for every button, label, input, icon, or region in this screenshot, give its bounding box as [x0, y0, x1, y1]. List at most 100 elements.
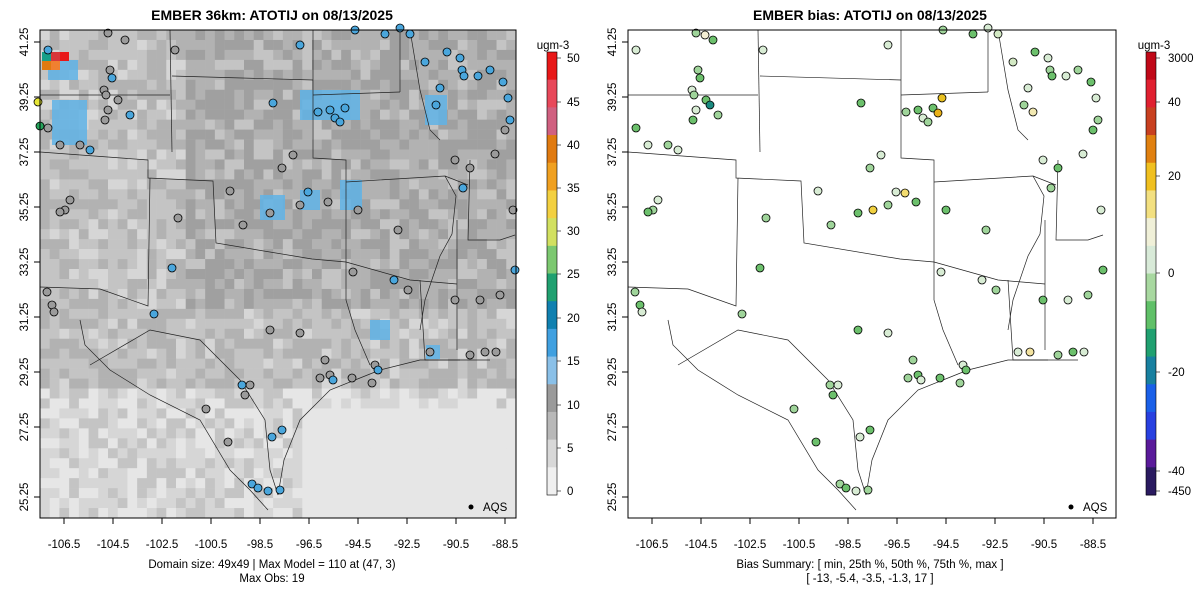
colorbar-swatch [547, 162, 557, 191]
bias-point [826, 220, 836, 230]
colorbar-swatch [547, 356, 557, 385]
observation-point [320, 355, 330, 365]
observation-point [225, 186, 235, 196]
bias-point [911, 197, 921, 207]
left-panel: EMBER 36km: ATOTIJ on 08/13/2025 AQS -10… [19, 7, 580, 585]
observation-point [263, 486, 273, 496]
bias-point [1053, 163, 1063, 173]
right-title: EMBER bias: ATOTIJ on 08/13/2025 [753, 7, 987, 23]
colorbar-tick-label: 25 [567, 269, 580, 281]
bias-point [883, 40, 893, 50]
colorbar-tick-label: -20 [1168, 367, 1185, 379]
observation-point [275, 485, 285, 495]
observation-point [505, 115, 515, 125]
boundary-line [1055, 159, 1104, 241]
bias-point [1098, 265, 1108, 275]
y-tick-label: 31.25 [607, 303, 619, 332]
observation-point [323, 197, 333, 207]
boundary-line [1007, 175, 1045, 331]
observation-point [238, 220, 248, 230]
bias-point [941, 205, 951, 215]
y-tick-label: 41.25 [607, 28, 619, 57]
observation-point [325, 105, 335, 115]
y-tick-label: 33.25 [607, 248, 619, 277]
aqs-legend-marker [1068, 504, 1074, 510]
y-tick-label: 37.25 [19, 138, 31, 167]
colorbar-swatch [1146, 52, 1156, 81]
bias-point [891, 187, 901, 197]
bias-point [993, 29, 1003, 39]
left-plot-frame [39, 29, 517, 519]
observation-point [389, 275, 399, 285]
left-colorbar [546, 51, 558, 496]
colorbar-swatch [547, 218, 557, 247]
x-tick-label: -94.5 [345, 539, 371, 551]
colorbar-tick-label: 10 [567, 400, 580, 412]
observation-point [268, 98, 278, 108]
colorbar-swatch [1146, 245, 1156, 274]
y-tick-label: 39.25 [607, 83, 619, 112]
boundary-line [312, 30, 347, 262]
bias-point [708, 35, 718, 45]
y-tick-label: 39.25 [19, 83, 31, 112]
bias-point [916, 375, 926, 385]
colorbar-swatch [547, 384, 557, 413]
observation-point [315, 373, 325, 383]
colorbar-swatch [1146, 411, 1156, 441]
colorbar-swatch [547, 190, 557, 219]
bias-point [691, 105, 701, 115]
observation-point [353, 205, 363, 215]
y-tick-label: 33.25 [19, 248, 31, 277]
bias-point [1061, 71, 1071, 81]
observation-point [335, 117, 345, 127]
observation-point [347, 373, 357, 383]
bias-point [1028, 107, 1038, 117]
bias-point [876, 150, 886, 160]
observation-point [475, 295, 485, 305]
observation-point [201, 404, 211, 414]
bias-point [758, 45, 768, 55]
observation-point [55, 140, 65, 150]
bias-point [937, 93, 947, 103]
bias-point [833, 380, 843, 390]
observation-point [473, 71, 483, 81]
bias-point [1091, 93, 1101, 103]
colorbar-swatch [1146, 301, 1156, 330]
bias-point [1093, 115, 1103, 125]
bias-point [630, 287, 640, 297]
boundary-line [345, 261, 458, 285]
boundary-line [89, 329, 490, 496]
observation-point [450, 295, 460, 305]
boundary-line [627, 177, 739, 307]
bias-point [737, 309, 747, 319]
bias-point [689, 90, 699, 100]
colorbar-swatch [547, 328, 557, 358]
colorbar-swatch [547, 439, 557, 468]
colorbar-swatch [547, 79, 557, 108]
bias-point [713, 110, 723, 120]
bias-point [1083, 290, 1093, 300]
observation-point [435, 83, 445, 93]
bias-point [961, 365, 971, 375]
right-x-axis: -106.5 -104.5 -102.5 -100.5 -98.5 -96.5 -94.5 -… [636, 518, 1106, 551]
colorbar-tick-label: 5 [567, 443, 573, 455]
colorbar-swatch [1146, 190, 1156, 219]
bias-point [853, 208, 863, 218]
observation-point [100, 115, 110, 125]
boundary-line [39, 151, 347, 263]
observation-point [455, 53, 465, 63]
observation-point [510, 265, 520, 275]
x-tick-label: -94.5 [933, 539, 959, 551]
bias-point [991, 285, 1001, 295]
colorbar-swatch [1146, 467, 1156, 496]
x-tick-label: -96.5 [884, 539, 910, 551]
bias-point [761, 213, 771, 223]
boundary-line [677, 329, 1078, 496]
observation-point [125, 110, 135, 120]
bias-point [851, 486, 861, 496]
bias-observations [630, 23, 1108, 496]
colorbar-tick-label: 40 [1168, 97, 1181, 109]
left-footer-line1: Domain size: 49x49 | Max Model = 110 at … [148, 559, 395, 571]
observation-point [107, 73, 117, 83]
colorbar-tick-label: 20 [1168, 171, 1181, 183]
